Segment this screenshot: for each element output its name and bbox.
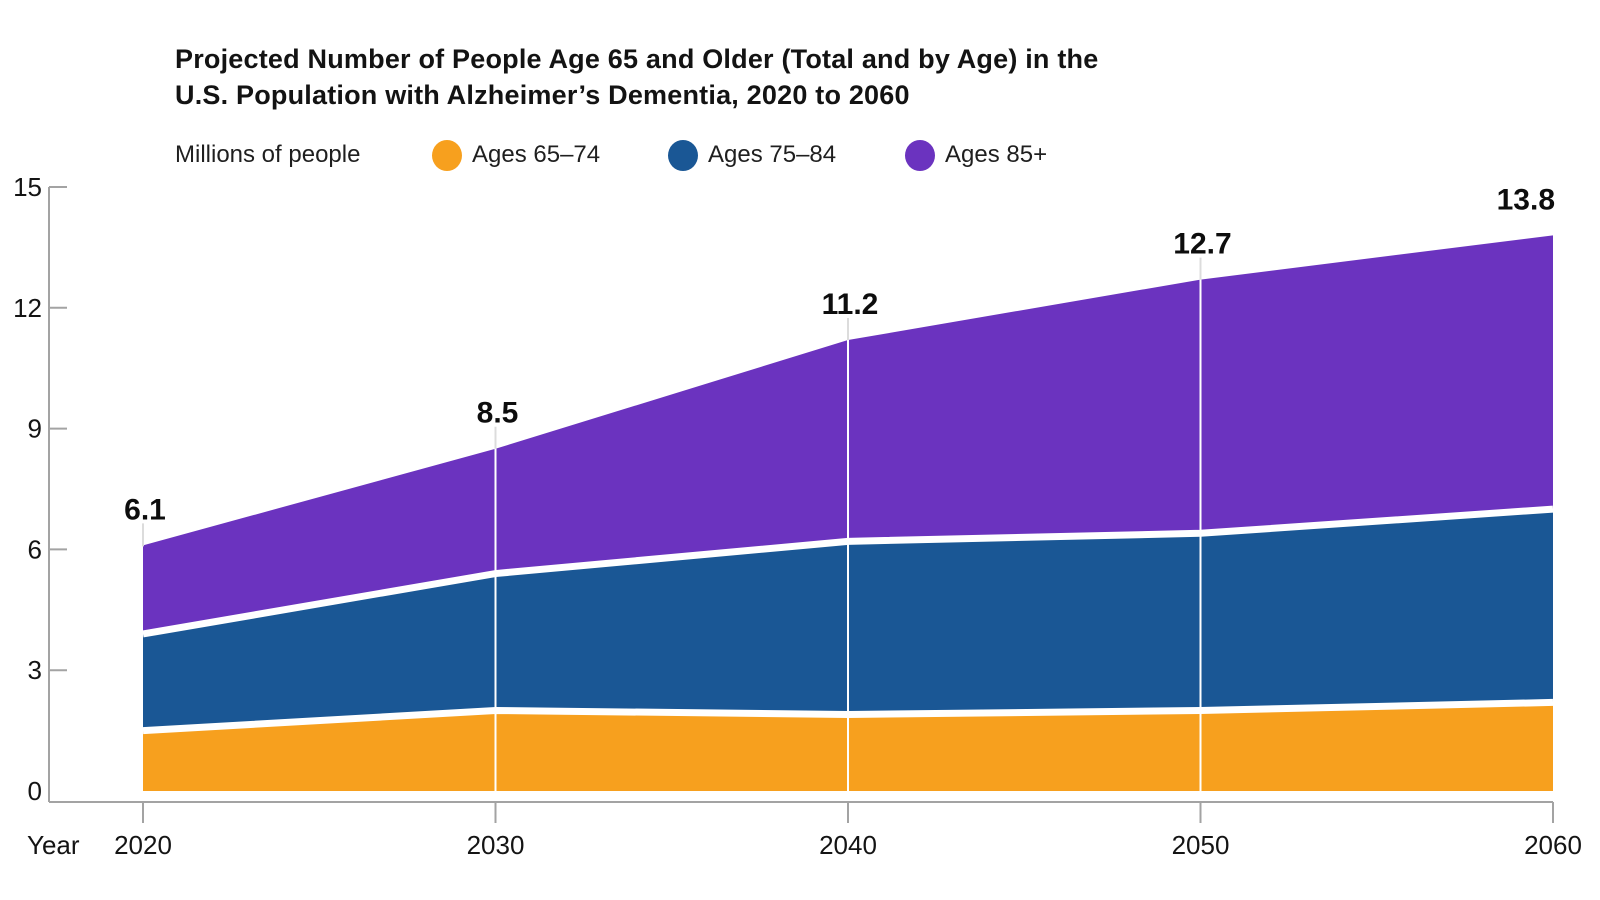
chart-title-line1: Projected Number of People Age 65 and Ol… (175, 44, 1099, 74)
x-tick-label: 2050 (1172, 830, 1230, 860)
x-tick-label: 2060 (1524, 830, 1582, 860)
total-data-label: 12.7 (1173, 228, 1231, 261)
legend-dot-ages-85-plus-icon (905, 139, 935, 171)
chart-title: Projected Number of People Age 65 and Ol… (175, 41, 1098, 113)
legend-dot-ages-65-74-icon (432, 139, 462, 171)
y-tick-label: 6 (28, 534, 42, 564)
y-axis-unit-label: Millions of people (175, 141, 361, 168)
x-tick-label: 2020 (114, 830, 172, 860)
y-tick-label: 3 (28, 655, 42, 685)
y-tick-label: 0 (28, 776, 42, 806)
y-tick-label: 15 (13, 172, 42, 202)
total-data-label: 6.1 (124, 493, 166, 526)
x-axis-title: Year (27, 830, 80, 860)
total-data-label: 8.5 (477, 397, 519, 430)
legend-dot-ages-75-84-icon (668, 139, 698, 171)
y-tick-label: 9 (28, 414, 42, 444)
total-data-label: 13.8 (1497, 183, 1555, 216)
legend-item-ages-85-plus: Ages 85+ (905, 138, 1047, 172)
x-tick-label: 2040 (819, 830, 877, 860)
legend-item-ages-65-74: Ages 65–74 (432, 138, 600, 172)
x-tick-label: 2030 (467, 830, 525, 860)
legend-item-ages-75-84: Ages 75–84 (668, 138, 836, 172)
legend-label-ages-75-84: Ages 75–84 (708, 141, 837, 168)
chart-title-line2: U.S. Population with Alzheimer’s Dementi… (175, 80, 910, 110)
legend-label-ages-65-74: Ages 65–74 (472, 141, 601, 168)
legend-label-ages-85-plus: Ages 85+ (945, 141, 1048, 168)
y-tick-label: 12 (13, 293, 42, 323)
legend: Millions of people Ages 65–74 Ages 75–84… (0, 138, 1600, 172)
total-data-label: 11.2 (822, 288, 879, 321)
